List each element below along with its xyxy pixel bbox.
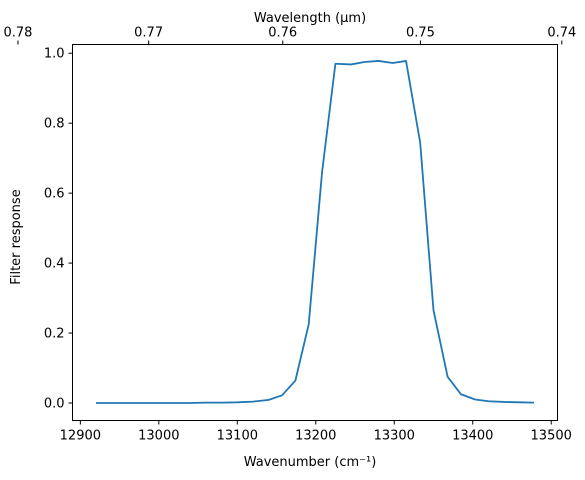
top-tick-label: 0.78 [3,26,32,41]
y-axis-label: Filter response [9,189,24,284]
y-tick-label: 0.0 [44,397,65,412]
x-tick-label: 13400 [452,429,493,444]
top-tick-label: 0.76 [268,26,297,41]
top-axis-label: Wavelength (μm) [254,11,366,26]
y-tick-label: 0.2 [44,327,65,342]
x-tick-label: 12900 [60,429,101,444]
x-tick-label: 13100 [217,429,258,444]
x-axis-label: Wavenumber (cm⁻¹) [244,455,377,470]
x-tick-label: 13200 [295,429,336,444]
y-tick-label: 0.8 [44,117,65,132]
plot-area [72,44,558,421]
x-tick-label: 13500 [531,429,572,444]
y-tick-label: 0.4 [44,257,65,272]
y-tick-label: 0.6 [44,187,65,202]
top-tick-label: 0.77 [134,26,163,41]
x-tick-label: 13300 [374,429,415,444]
top-tick-label: 0.74 [547,26,576,41]
top-tick-label: 0.75 [406,26,435,41]
x-tick-label: 13000 [138,429,179,444]
y-tick-label: 1.0 [44,47,65,62]
plot-frame [72,44,558,421]
